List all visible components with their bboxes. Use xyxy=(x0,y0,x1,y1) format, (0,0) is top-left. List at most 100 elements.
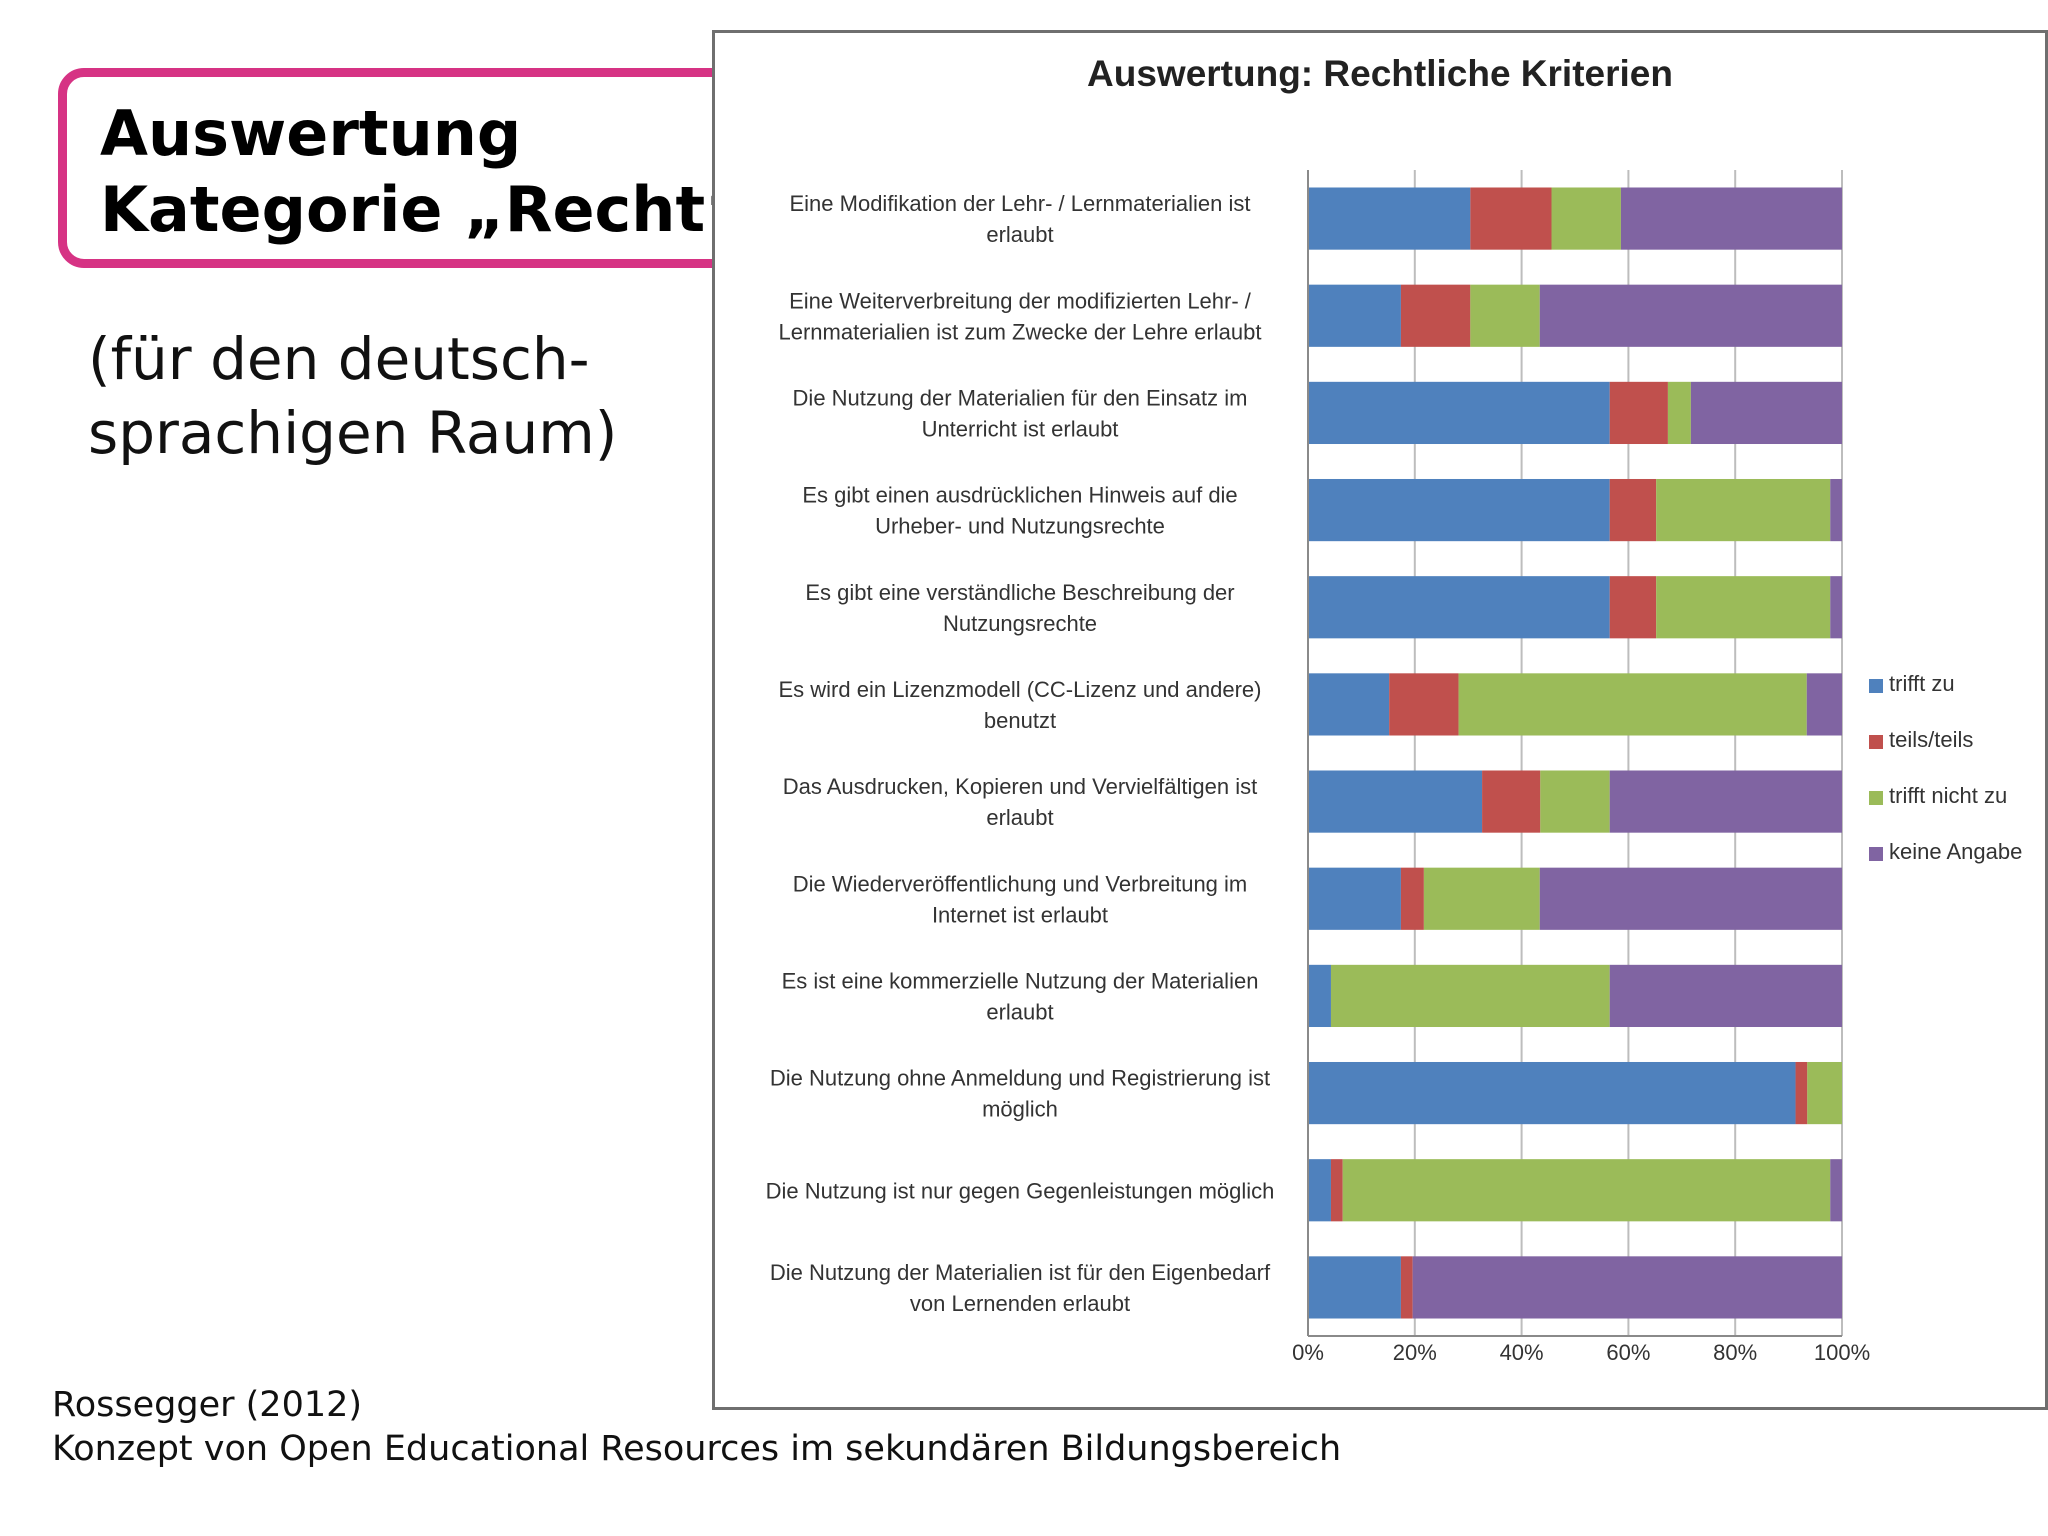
category-label: Es gibt eine verständliche Beschreibung … xyxy=(805,580,1234,636)
bar-segment xyxy=(1806,673,1842,736)
bar-segment xyxy=(1308,576,1610,639)
bar-segment xyxy=(1470,284,1540,347)
legend-label: keine Angabe xyxy=(1889,839,2022,864)
slide-title-line-1: Auswertung xyxy=(100,97,522,170)
bar-segment xyxy=(1470,187,1552,250)
category-label-line: möglich xyxy=(982,1097,1058,1122)
category-label-line: Urheber- und Nutzungsrechte xyxy=(875,514,1165,539)
category-label: Eine Modifikation der Lehr- / Lernmateri… xyxy=(789,191,1250,247)
bar-segment xyxy=(1830,576,1842,639)
legend-label: trifft nicht zu xyxy=(1889,783,2007,808)
legend-swatch xyxy=(1869,679,1883,693)
category-label: Es wird ein Lizenzmodell (CC-Lizenz und … xyxy=(778,677,1261,733)
bar-segment xyxy=(1308,867,1401,930)
category-label-line: Die Nutzung ist nur gegen Gegenleistunge… xyxy=(766,1178,1275,1203)
category-label-line: Eine Weiterverbreitung der modifizierten… xyxy=(789,288,1252,313)
citation-title: Konzept von Open Educational Resources i… xyxy=(52,1429,1342,1469)
legend-swatch xyxy=(1869,791,1883,805)
slide-subtitle: (für den deutsch- sprachigen Raum) xyxy=(88,322,617,470)
category-label-line: Es ist eine kommerzielle Nutzung der Mat… xyxy=(782,968,1259,993)
category-label-line: erlaubt xyxy=(986,222,1053,247)
title-frame xyxy=(58,68,748,268)
bar-segment xyxy=(1389,673,1459,736)
bar-segment xyxy=(1609,478,1657,542)
category-label-line: Die Wiederveröffentlichung und Verbreitu… xyxy=(793,871,1248,896)
x-tick-label: 40% xyxy=(1500,1340,1544,1365)
bar-segment xyxy=(1423,867,1540,930)
category-label-line: Eine Modifikation der Lehr- / Lernmateri… xyxy=(789,191,1250,216)
bar-segment xyxy=(1667,381,1691,445)
category-label-line: Es wird ein Lizenzmodell (CC-Lizenz und … xyxy=(778,677,1261,702)
bar-segment xyxy=(1308,1159,1331,1222)
x-tick-label: 80% xyxy=(1713,1340,1757,1365)
bar-segment xyxy=(1308,1061,1796,1125)
bar-segment xyxy=(1400,1256,1413,1319)
bar-segment xyxy=(1342,1159,1831,1222)
category-label-line: Das Ausdrucken, Kopieren und Vervielfält… xyxy=(783,774,1258,799)
stacked-bar-chart: Auswertung: Rechtliche Kriterien Eine Mod… xyxy=(766,53,2023,1365)
citation: Rossegger (2012) Konzept von Open Educat… xyxy=(52,1383,1341,1471)
citation-author: Rossegger (2012) xyxy=(52,1385,363,1425)
bar-segment xyxy=(1308,1256,1401,1319)
bar-segment xyxy=(1330,1159,1343,1222)
bar-segment xyxy=(1308,381,1610,445)
bar-segment xyxy=(1400,867,1424,930)
x-tick-label: 60% xyxy=(1606,1340,1650,1365)
bar-segment xyxy=(1551,187,1621,250)
bar-segment xyxy=(1308,964,1331,1028)
category-label: Es ist eine kommerzielle Nutzung der Mat… xyxy=(782,968,1259,1024)
category-label-line: Die Nutzung der Materialien für den Eins… xyxy=(793,385,1248,410)
bar-segment xyxy=(1482,770,1541,833)
category-label: Das Ausdrucken, Kopieren und Vervielfält… xyxy=(783,774,1258,830)
bar-segment xyxy=(1458,673,1807,736)
legend-label: teils/teils xyxy=(1889,727,1973,752)
bar-segment xyxy=(1308,770,1483,833)
bar-segment xyxy=(1830,478,1842,542)
x-tick-label: 0% xyxy=(1292,1340,1324,1365)
category-label: Die Nutzung der Materialien für den Eins… xyxy=(793,385,1248,441)
legend-swatch xyxy=(1869,847,1883,861)
category-label-line: Lernmaterialien ist zum Zwecke der Lehre… xyxy=(778,319,1261,344)
bar-segment xyxy=(1609,770,1842,833)
category-label-line: Die Nutzung der Materialien ist für den … xyxy=(770,1260,1271,1285)
category-label: Die Nutzung ist nur gegen Gegenleistunge… xyxy=(766,1178,1275,1203)
category-label: Die Nutzung der Materialien ist für den … xyxy=(770,1260,1271,1316)
legend-label: trifft zu xyxy=(1889,671,1955,696)
bar-segment xyxy=(1540,770,1610,833)
slide-title-line-2: Kategorie „Recht“ xyxy=(100,173,746,246)
category-label-line: Nutzungsrechte xyxy=(943,611,1097,636)
category-label-line: erlaubt xyxy=(986,999,1053,1024)
category-label-line: benutzt xyxy=(984,708,1056,733)
category-label-line: Die Nutzung ohne Anmeldung und Registrie… xyxy=(770,1066,1270,1091)
bar-segment xyxy=(1807,1061,1842,1125)
x-tick-label: 100% xyxy=(1814,1340,1870,1365)
slide-subtitle-line-1: (für den deutsch- xyxy=(88,325,590,393)
bar-segment xyxy=(1400,284,1471,347)
bar-segment xyxy=(1690,381,1842,445)
x-tick-label: 20% xyxy=(1393,1340,1437,1365)
bar-segment xyxy=(1308,284,1401,347)
category-label: Eine Weiterverbreitung der modifizierten… xyxy=(778,288,1261,344)
category-label-line: Es gibt eine verständliche Beschreibung … xyxy=(805,580,1234,605)
bar-segment xyxy=(1656,478,1831,542)
bar-segment xyxy=(1539,867,1842,930)
bar-segment xyxy=(1620,187,1842,250)
category-label-line: von Lernenden erlaubt xyxy=(910,1291,1130,1316)
category-label-line: Internet ist erlaubt xyxy=(932,902,1108,927)
chart-title: Auswertung: Rechtliche Kriterien xyxy=(1087,53,1673,94)
category-label: Die Nutzung ohne Anmeldung und Registrie… xyxy=(770,1066,1270,1122)
bar-segment xyxy=(1609,381,1668,445)
category-label: Die Wiederveröffentlichung und Verbreitu… xyxy=(793,871,1248,927)
category-label-line: Es gibt einen ausdrücklichen Hinweis auf… xyxy=(802,483,1237,508)
bar-segment xyxy=(1412,1256,1842,1319)
bar-segment xyxy=(1795,1061,1808,1125)
bar-segment xyxy=(1656,576,1831,639)
bar-segment xyxy=(1609,964,1842,1028)
bar-segment xyxy=(1308,478,1610,542)
bar-segment xyxy=(1308,187,1471,250)
slide-subtitle-line-2: sprachigen Raum) xyxy=(88,399,618,467)
legend-swatch xyxy=(1869,735,1883,749)
bar-segment xyxy=(1539,284,1842,347)
category-label: Es gibt einen ausdrücklichen Hinweis auf… xyxy=(802,483,1237,539)
bar-segment xyxy=(1330,964,1610,1028)
